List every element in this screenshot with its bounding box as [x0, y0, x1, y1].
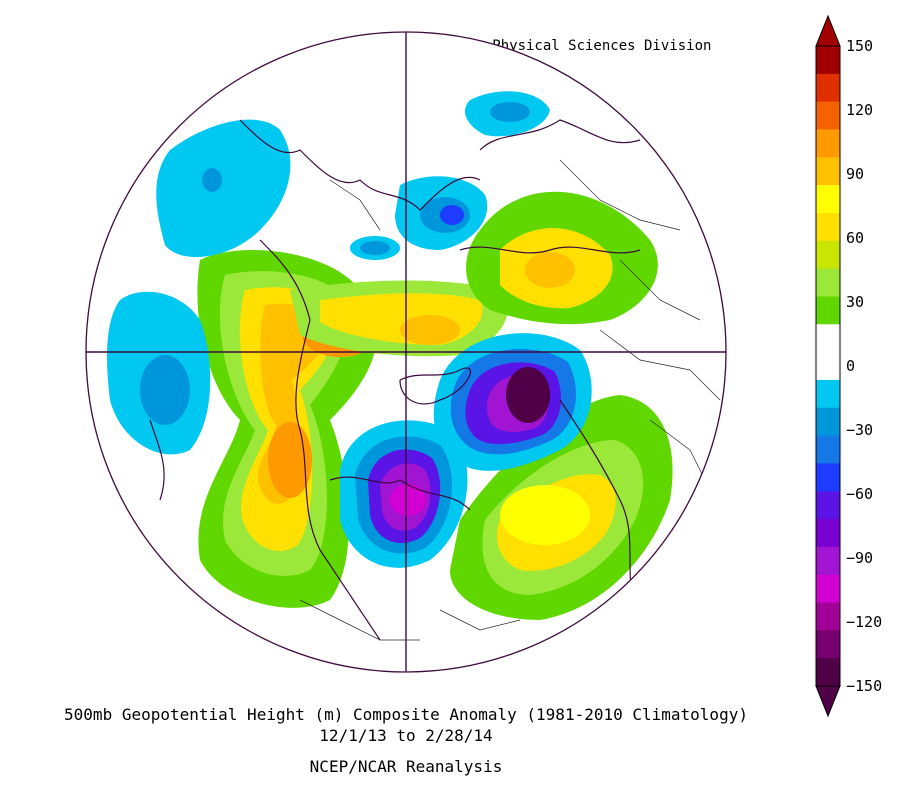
colorbar-frame	[815, 45, 841, 687]
colorbar-tick-label: 60	[846, 229, 864, 247]
anomaly-positive-atlantic	[450, 395, 673, 620]
figure-dates: 12/1/13 to 2/28/14	[319, 726, 492, 745]
figure-source: NCEP/NCAR Reanalysis	[310, 757, 503, 776]
map-boundary-circle	[85, 31, 727, 673]
colorbar-band	[816, 602, 840, 631]
colorbar-band	[816, 630, 840, 659]
colorbar-band	[816, 129, 840, 158]
colorbar-band	[816, 101, 840, 130]
colorbar-tick-label: −30	[846, 421, 873, 439]
colorbar-tick-label: 0	[846, 357, 855, 375]
colorbar-top-arrow	[815, 14, 841, 47]
colorbar-band	[816, 491, 840, 520]
colorbar-band	[816, 268, 840, 297]
figure-title: 500mb Geopotential Height (m) Composite …	[64, 705, 748, 724]
colorbar-bottom-arrow	[815, 685, 841, 718]
colorbar-tick-label: 30	[846, 293, 864, 311]
anomaly-positive-arctic	[290, 280, 508, 357]
colorbar-tick-label: −120	[846, 613, 882, 631]
colorbar-band	[816, 407, 840, 437]
colorbar-tick-label: −150	[846, 677, 882, 695]
coastlines	[149, 119, 641, 641]
colorbar-band	[816, 73, 840, 103]
colorbar-tick-label: 150	[846, 37, 873, 55]
anomaly-negative-west-pacific	[107, 119, 291, 455]
anomaly-negative-siberia	[433, 333, 592, 471]
colorbar-tick-label: −60	[846, 485, 873, 503]
colorbar-tick-label: 90	[846, 165, 864, 183]
colorbar-band	[816, 157, 840, 186]
colorbar-tick-label: 120	[846, 101, 873, 119]
colorbar-band	[816, 574, 840, 604]
colorbar-band	[816, 546, 840, 576]
colorbar-tick-label: −90	[846, 549, 873, 567]
anomaly-negative-north-america	[340, 420, 468, 568]
colorbar-band	[816, 463, 840, 492]
anomaly-negative-arctic-blobs	[350, 91, 550, 260]
colorbar: 150 120 90 60 30 0 −30 −60 −90 −120 −150	[815, 14, 882, 718]
colorbar-band	[816, 46, 840, 75]
colorbar-band	[816, 352, 840, 381]
colorbar-band	[816, 519, 840, 548]
colorbar-band	[816, 296, 840, 325]
colorbar-band	[816, 324, 840, 353]
colorbar-band	[816, 240, 840, 270]
colorbar-band	[816, 212, 840, 242]
colorbar-band	[816, 185, 840, 214]
colorbar-band	[816, 435, 840, 464]
polar-map	[86, 32, 726, 672]
colorbar-band	[816, 379, 840, 409]
colorbar-band	[816, 658, 840, 687]
